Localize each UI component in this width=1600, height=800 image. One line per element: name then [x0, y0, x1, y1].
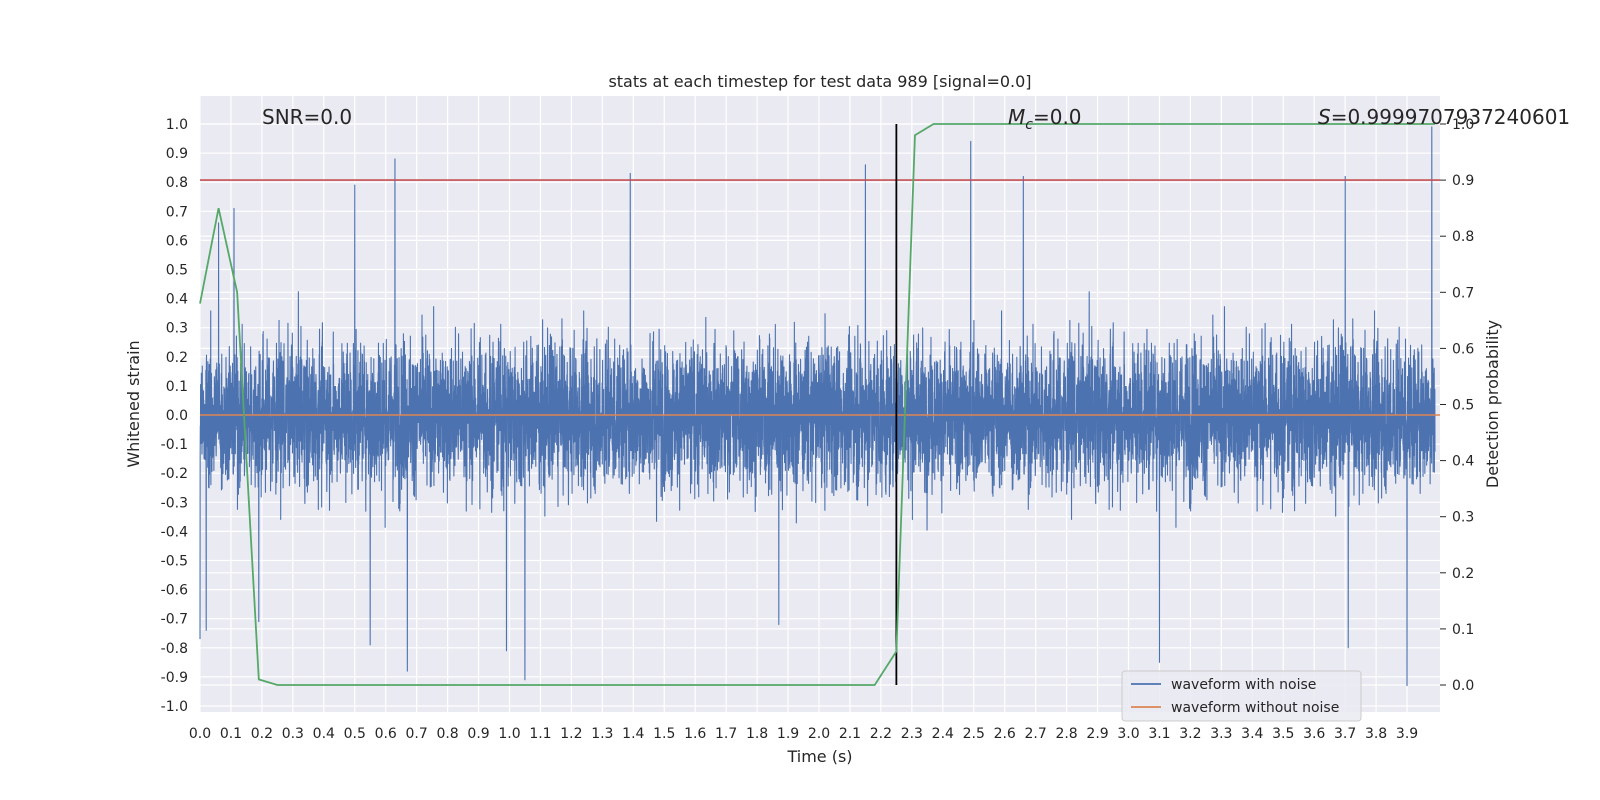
x-tick-label: 0.1	[220, 726, 242, 742]
y-tick-label: -0.9	[161, 670, 188, 686]
legend: waveform with noise waveform without noi…	[1121, 670, 1362, 722]
y-tick-label: 0.2	[166, 350, 188, 366]
detection-probability-line	[199, 123, 1435, 686]
x-axis-label: Time (s)	[786, 747, 852, 766]
legend-label-noise: waveform with noise	[1171, 677, 1316, 693]
score-annotation: S=0.9999707937240601	[1318, 105, 1570, 129]
y2-tick-label: 0.2	[1452, 566, 1474, 582]
x-tick-label: 3.3	[1210, 726, 1232, 742]
y-tick-label: -0.5	[161, 554, 188, 570]
chart-title: stats at each timestep for test data 989…	[608, 72, 1031, 91]
x-tick-label: 0.5	[344, 726, 366, 742]
y-tick-label: 0.9	[166, 146, 188, 162]
y-tick-label: -0.2	[161, 466, 188, 482]
x-tick-label: 2.2	[870, 726, 892, 742]
series-waveform-with-noise	[199, 126, 1436, 687]
y2-tick-label: 0.3	[1452, 510, 1474, 526]
x-tick-label: 2.8	[1055, 726, 1077, 742]
x-tick-label: 0.2	[251, 726, 273, 742]
y-tick-label: -0.8	[161, 641, 188, 657]
y-tick-label: 0.7	[166, 204, 188, 220]
tick-labels: 0.0 0.1 0.2 0.3 0.4 0.5 0.6 0.7 0.8 0.9 1.0 1.1 1.2 1…	[161, 117, 1475, 742]
x-tick-label: 3.8	[1365, 726, 1387, 742]
x-tick-label: 0.7	[406, 726, 428, 742]
x-tick-label: 2.0	[808, 726, 830, 742]
y-tick-label: 0.4	[166, 292, 188, 308]
y-tick-label: -0.7	[161, 612, 188, 628]
x-tick-label: 1.3	[591, 726, 613, 742]
x-tick-label: 1.8	[746, 726, 768, 742]
x-tick-label: 3.9	[1396, 726, 1418, 742]
chirp-mass-subscript: c	[1025, 117, 1033, 133]
x-tick-label: 3.6	[1303, 726, 1325, 742]
y2-tick-label: 1.0	[1452, 117, 1474, 133]
y-tick-label: 0.0	[166, 408, 188, 424]
x-tick-label: 2.4	[932, 726, 954, 742]
y2-tick-label: 0.5	[1452, 398, 1474, 414]
x-tick-label: 2.3	[901, 726, 923, 742]
x-tick-label: 1.9	[777, 726, 799, 742]
y2-tick-label: 0.1	[1452, 622, 1474, 638]
x-tick-label: 1.5	[653, 726, 675, 742]
chirp-mass-symbol: M	[1008, 105, 1025, 129]
snr-annotation: SNR=0.0	[262, 105, 352, 129]
x-tick-label: 2.9	[1086, 726, 1108, 742]
y-tick-label: 0.8	[166, 175, 188, 191]
chirp-mass-annotation: Mc=0.0	[1008, 105, 1082, 133]
x-tick-label: 0.9	[467, 726, 489, 742]
y2-axis-label: Detection probability	[1483, 320, 1502, 488]
y-tick-label: 0.1	[166, 379, 188, 395]
score-symbol: S	[1318, 105, 1331, 129]
y-tick-label: 0.3	[166, 321, 188, 337]
overlay-lines	[199, 123, 1440, 686]
x-tick-label: 0.8	[436, 726, 458, 742]
y2-tick-label: 0.7	[1452, 285, 1474, 301]
x-tick-label: 1.2	[560, 726, 582, 742]
x-tick-label: 0.3	[282, 726, 304, 742]
y2-tick-label: 0.4	[1452, 454, 1474, 470]
x-tick-label: 3.2	[1179, 726, 1201, 742]
x-tick-label: 0.6	[375, 726, 397, 742]
y2-tick-label: 0.6	[1452, 341, 1474, 357]
x-tick-label: 3.5	[1272, 726, 1294, 742]
x-tick-label: 3.1	[1148, 726, 1170, 742]
y-tick-label: -0.1	[161, 437, 188, 453]
x-tick-label: 1.7	[715, 726, 737, 742]
x-tick-label: 1.4	[622, 726, 644, 742]
waveform-with-noise-line	[199, 126, 1436, 687]
y2-tick-label: 0.9	[1452, 173, 1474, 189]
x-tick-label: 3.4	[1241, 726, 1263, 742]
y2-tick-label: 0.0	[1452, 678, 1474, 694]
x-tick-label: 2.1	[839, 726, 861, 742]
y-tick-label: -1.0	[161, 699, 188, 715]
x-tick-label: 0.4	[313, 726, 335, 742]
y-tick-label: 0.5	[166, 263, 188, 279]
y-tick-label: -0.6	[161, 583, 188, 599]
x-tick-label: 1.6	[684, 726, 706, 742]
chirp-mass-value: =0.0	[1033, 105, 1082, 129]
score-value: =0.9999707937240601	[1331, 105, 1570, 129]
y-tick-label: -0.3	[161, 495, 188, 511]
x-tick-label: 2.5	[963, 726, 985, 742]
x-tick-label: 1.0	[498, 726, 520, 742]
legend-label-clean: waveform without noise	[1171, 700, 1339, 716]
y-tick-label: -0.4	[161, 524, 188, 540]
x-tick-label: 3.0	[1117, 726, 1139, 742]
x-tick-label: 1.1	[529, 726, 551, 742]
y2-tick-label: 0.8	[1452, 229, 1474, 245]
y-tick-label: 0.6	[166, 233, 188, 249]
y-axis-label: Whitened strain	[124, 340, 143, 467]
x-tick-label: 3.7	[1334, 726, 1356, 742]
y-tick-label: 1.0	[166, 117, 188, 133]
x-tick-label: 2.6	[994, 726, 1016, 742]
x-tick-label: 0.0	[189, 726, 211, 742]
x-tick-label: 2.7	[1025, 726, 1047, 742]
legend-box	[1121, 670, 1362, 722]
